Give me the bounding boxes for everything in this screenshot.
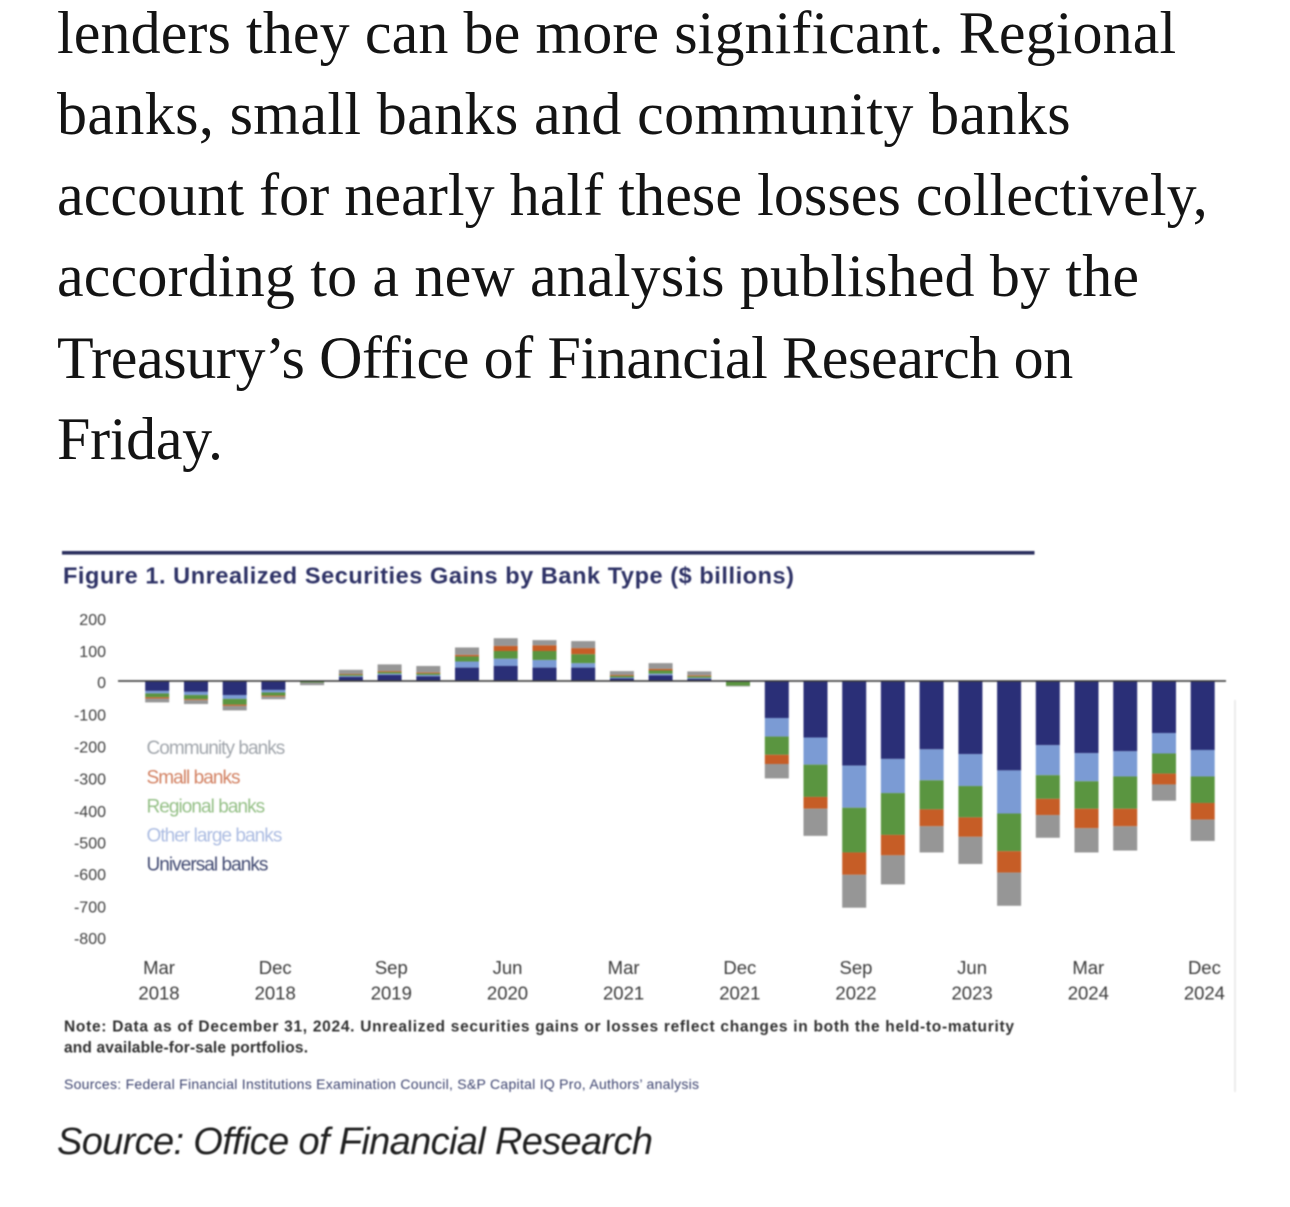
svg-text:and available-for-sale portfol: and available-for-sale portfolios. <box>64 1040 308 1057</box>
svg-text:Sep: Sep <box>375 957 408 978</box>
svg-text:2024: 2024 <box>1068 983 1109 1004</box>
svg-text:-600: -600 <box>74 867 106 884</box>
svg-text:Mar: Mar <box>143 957 175 978</box>
svg-text:2018: 2018 <box>138 983 179 1004</box>
svg-text:2019: 2019 <box>371 983 412 1004</box>
svg-text:Dec: Dec <box>259 957 292 978</box>
svg-text:Jun: Jun <box>957 957 987 978</box>
svg-text:-500: -500 <box>74 836 106 853</box>
svg-text:-800: -800 <box>74 931 106 948</box>
svg-text:-300: -300 <box>74 772 106 789</box>
svg-text:-700: -700 <box>74 899 106 916</box>
svg-text:Note: Data as of December 31,: Note: Data as of December 31, 2024. Unre… <box>64 1019 1014 1036</box>
svg-text:Sources: Federal Financial Ins: Sources: Federal Financial Institutions … <box>64 1076 699 1092</box>
svg-text:-400: -400 <box>74 804 106 821</box>
svg-text:Other large banks: Other large banks <box>147 826 282 847</box>
svg-text:2022: 2022 <box>835 983 876 1004</box>
svg-text:Mar: Mar <box>608 957 640 978</box>
svg-text:2021: 2021 <box>719 983 760 1004</box>
svg-text:0: 0 <box>97 675 106 692</box>
svg-text:2023: 2023 <box>952 983 993 1004</box>
svg-text:Dec: Dec <box>1188 957 1221 978</box>
svg-text:-100: -100 <box>74 707 106 724</box>
svg-text:Sep: Sep <box>840 957 873 978</box>
svg-text:Small banks: Small banks <box>147 768 240 789</box>
svg-text:2024: 2024 <box>1184 983 1225 1004</box>
svg-text:100: 100 <box>79 644 106 661</box>
svg-text:Mar: Mar <box>1072 957 1104 978</box>
svg-text:Jun: Jun <box>493 957 523 978</box>
svg-text:Figure 1. Unrealized Securitie: Figure 1. Unrealized Securities Gains by… <box>63 563 794 589</box>
svg-text:Universal banks: Universal banks <box>147 855 268 876</box>
svg-text:2021: 2021 <box>603 983 644 1004</box>
svg-text:Regional banks: Regional banks <box>147 797 265 818</box>
svg-text:2018: 2018 <box>255 983 296 1004</box>
svg-text:Community banks: Community banks <box>147 738 285 759</box>
svg-text:-200: -200 <box>74 739 106 756</box>
svg-text:Dec: Dec <box>723 957 756 978</box>
svg-text:2020: 2020 <box>487 983 528 1004</box>
svg-text:Source: Office of Financial Re: Source: Office of Financial Research <box>57 1121 653 1163</box>
svg-text:200: 200 <box>79 612 106 629</box>
